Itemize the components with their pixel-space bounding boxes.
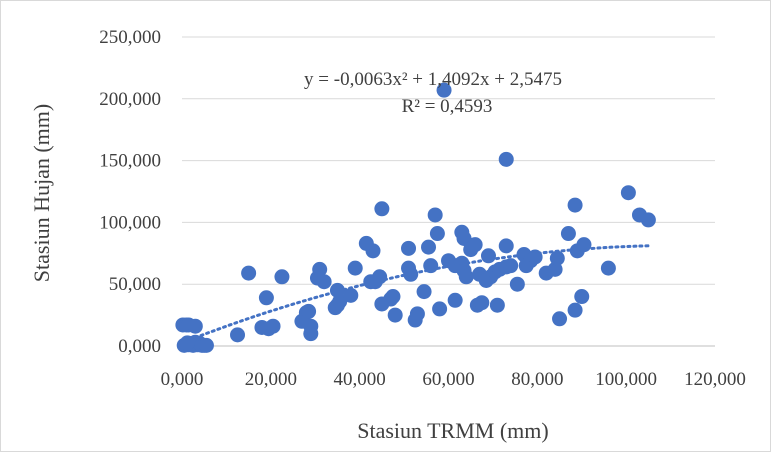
data-point [600,260,616,276]
data-point [347,260,363,276]
data-point [301,303,317,319]
x-tick-label: 120,000 [684,369,746,390]
data-point [527,249,543,265]
data-point [332,294,348,310]
data-point [265,318,281,334]
y-axis-title: Stasiun Hujan (mm) [29,104,54,282]
data-point [552,311,568,327]
grid-layer [182,36,715,347]
data-point [372,269,388,285]
data-point [640,212,656,228]
x-tick-label: 100,000 [595,369,657,390]
y-tick-label: 0,000 [118,336,161,357]
data-point [429,226,445,242]
data-point [303,326,319,342]
trendline-r-squared: R² = 0,4593 [402,96,493,117]
data-point [467,237,483,253]
data-point [503,258,519,274]
data-point [447,292,463,308]
data-point [436,82,452,98]
data-point [365,243,381,259]
data-point [474,295,490,311]
data-point [427,207,443,223]
data-point [480,248,496,264]
data-point [385,289,401,305]
data-point [187,318,203,334]
data-point [343,287,359,303]
data-point [274,269,290,285]
data-point [576,237,592,253]
data-point [401,240,417,256]
tick-labels: 0,000 50,000 100,000 150,000 200,000 250,000 0… [99,27,746,390]
data-point [241,265,257,281]
data-point [509,276,525,292]
data-points [175,82,656,353]
data-point [498,238,514,254]
data-point [423,258,439,274]
data-point [574,289,590,305]
data-point [329,282,345,298]
data-point [374,201,390,217]
x-tick-label: 0,000 [161,369,204,390]
data-point [560,226,576,242]
data-point [547,261,563,277]
annotation-layer: y = -0,0063x² + 1,4092x + 2,5475 R² = 0,… [29,69,562,443]
data-point [403,266,419,282]
data-point [567,197,583,213]
data-point [432,301,448,317]
y-tick-label: 150,000 [99,151,161,172]
y-tick-label: 50,000 [109,274,161,295]
data-point [567,302,583,318]
data-point [409,306,425,322]
data-point [456,230,472,246]
data-point [620,185,636,201]
x-tick-label: 20,000 [245,369,297,390]
data-point [416,284,432,300]
data-point [458,269,474,285]
y-tick-label: 100,000 [99,212,161,233]
data-point [179,335,195,351]
data-point [489,297,505,313]
trendline-equation: y = -0,0063x² + 1,4092x + 2,5475 [304,69,562,90]
y-tick-label: 250,000 [99,27,161,48]
x-tick-label: 40,000 [334,369,386,390]
data-point [549,250,565,266]
y-tick-label: 200,000 [99,89,161,110]
data-point [230,327,246,343]
data-point [421,239,437,255]
data-point [387,307,403,323]
x-tick-label: 60,000 [422,369,474,390]
data-point [316,274,332,290]
x-tick-label: 80,000 [511,369,563,390]
data-point [258,290,274,306]
data-point [198,337,214,353]
x-axis-title: Stasiun TRMM (mm) [357,418,549,443]
data-point [498,151,514,167]
data-point [312,261,328,277]
